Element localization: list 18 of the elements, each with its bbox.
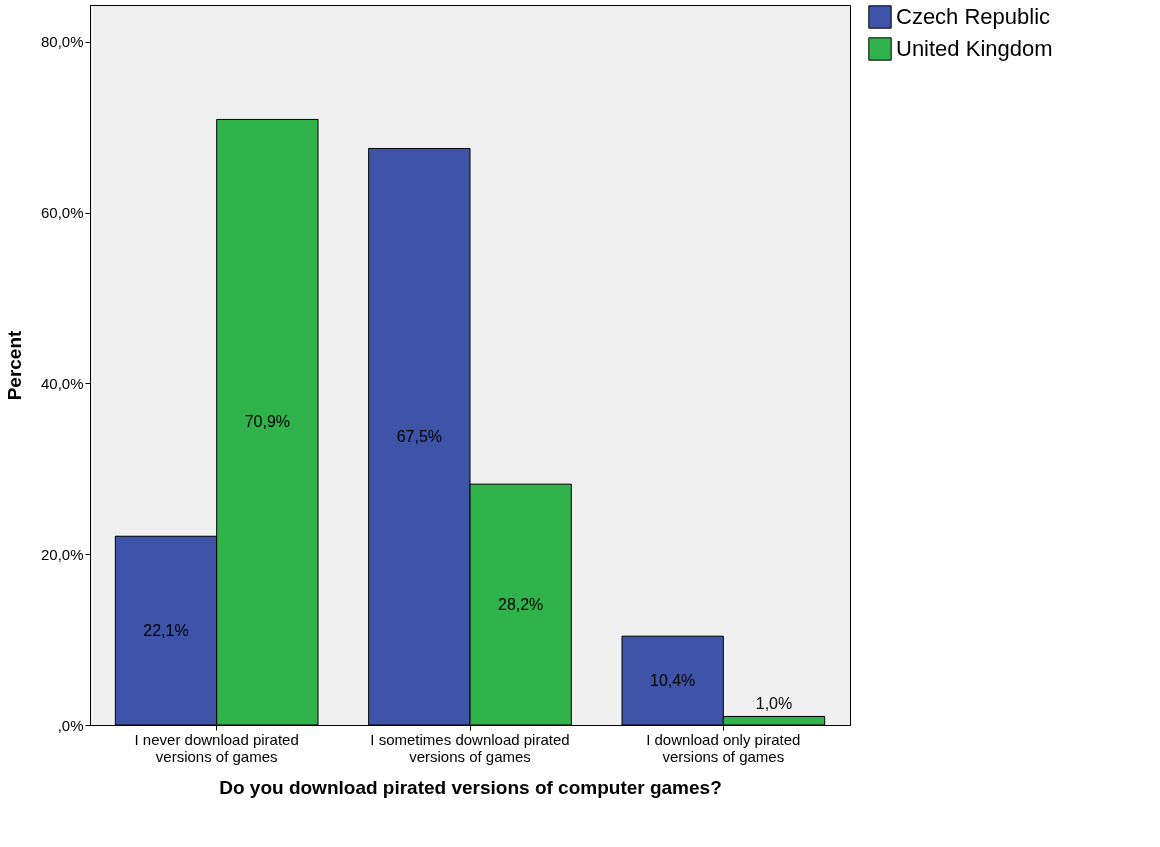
x-tick-label: I sometimes download pirated versions of games	[370, 730, 570, 765]
y-axis-title: Percent	[3, 329, 25, 401]
data-label: 70,9%	[244, 413, 291, 431]
data-label: 67,5%	[396, 427, 443, 445]
data-label: 1,0%	[755, 695, 793, 713]
y-tick-label: 40,0%	[40, 374, 84, 392]
legend-label: Czech Republic	[896, 4, 1051, 29]
x-axis-title: Do you download pirated versions of computer games?	[219, 776, 722, 798]
data-label: 28,2%	[497, 595, 544, 613]
x-tick-label: I never download pirated versions of games	[134, 730, 299, 765]
x-tick-label: I download only pirated versions of games	[646, 730, 801, 765]
y-tick-label: 60,0%	[40, 204, 84, 222]
y-tick-label: ,0%	[57, 716, 84, 734]
y-tick-label: 80,0%	[40, 33, 84, 51]
data-label: 10,4%	[649, 671, 696, 689]
y-tick-label: 20,0%	[40, 545, 84, 563]
legend-label: United Kingdom	[896, 36, 1053, 61]
data-label: 22,1%	[143, 621, 189, 639]
